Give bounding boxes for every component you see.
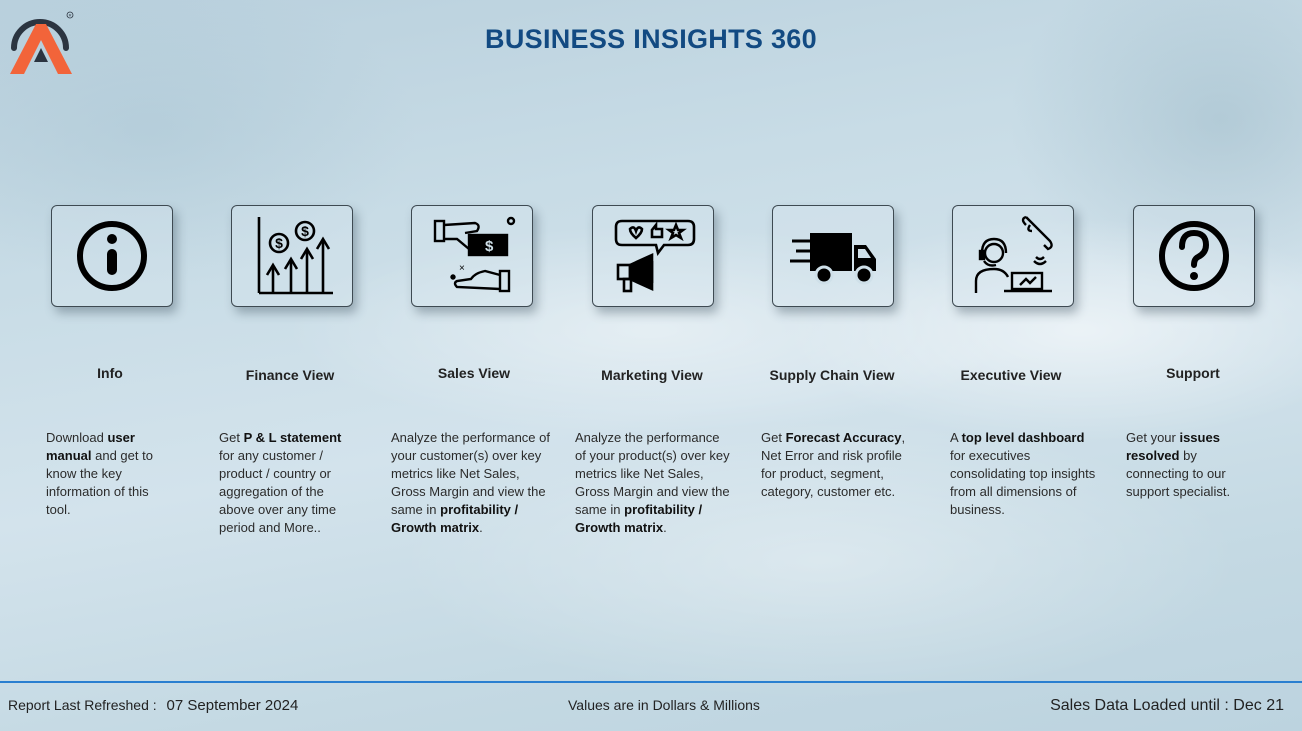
tile-label-sales-view[interactable]: Sales View: [437, 365, 511, 381]
support-tile[interactable]: [1133, 205, 1255, 307]
executive-support-icon: [974, 215, 1053, 293]
money-handover-icon: $ ×: [433, 216, 516, 293]
delivery-truck-icon: [790, 233, 876, 285]
description-text: and get to know the key information of t…: [46, 448, 153, 517]
description-text: .: [479, 520, 483, 535]
tile-label-executive-view[interactable]: Executive View: [960, 367, 1062, 383]
sales-view-tile[interactable]: $ ×: [411, 205, 533, 307]
description-text: for any customer / product / country or …: [219, 448, 337, 535]
finance-growth-icon: $ $: [257, 217, 333, 295]
supply-chain-description: Get Forecast Accuracy, Net Error and ris…: [761, 429, 911, 501]
description-text: Get: [219, 430, 244, 445]
description-text: Get: [761, 430, 786, 445]
description-emphasis: Forecast Accuracy: [785, 430, 902, 445]
finance-view-tile[interactable]: $ $: [231, 205, 353, 307]
page-title: BUSINESS INSIGHTS 360: [485, 24, 817, 54]
description-emphasis: top level dashboard: [961, 430, 1085, 445]
refreshed-date: 07 September 2024: [166, 697, 299, 714]
supply-chain-view-tile[interactable]: [772, 205, 894, 307]
info-description: Download user manual and get to know the…: [46, 429, 174, 519]
info-icon: [77, 221, 147, 291]
tile-label-support[interactable]: Support: [1166, 365, 1220, 381]
svg-text:$: $: [301, 223, 309, 239]
description-text: Download: [46, 430, 108, 445]
executive-description: A top level dashboard for executives con…: [950, 429, 1100, 519]
sales-data-loaded: Sales Data Loaded until : Dec 21: [1050, 697, 1284, 714]
refreshed-label: Report Last Refreshed :: [8, 697, 157, 713]
company-logo: R: [10, 11, 74, 74]
finance-description: Get P & L statement for any customer / p…: [219, 429, 359, 537]
description-text: Analyze the performance of your product(…: [575, 430, 730, 517]
question-icon: [1159, 221, 1229, 291]
tile-label-supply-chain-view[interactable]: Supply Chain View: [769, 367, 895, 383]
sales-description: Analyze the performance of your customer…: [391, 429, 551, 537]
description-text: .: [663, 520, 667, 535]
description-text: A: [950, 430, 962, 445]
report-refreshed: Report Last Refreshed : 07 September 202…: [8, 697, 298, 714]
marketing-description: Analyze the performance of your product(…: [575, 429, 730, 537]
marketing-view-tile[interactable]: [592, 205, 714, 307]
tile-label-marketing-view[interactable]: Marketing View: [601, 367, 703, 383]
description-emphasis: P & L statement: [243, 430, 342, 445]
svg-text:×: ×: [459, 263, 465, 274]
tile-label-finance-view[interactable]: Finance View: [245, 367, 335, 383]
description-emphasis: user manual: [46, 430, 135, 463]
description-emphasis: profitability / Growth matrix: [391, 502, 519, 535]
units-note: Values are in Dollars & Millions: [568, 697, 760, 713]
svg-text:R: R: [69, 13, 72, 18]
footer-divider: [0, 681, 1302, 683]
description-text: , Net Error and risk profile for product…: [761, 430, 906, 499]
marketing-megaphone-icon: [614, 219, 696, 293]
description-text: Get your: [1126, 430, 1180, 445]
description-text: for executives consolidating top insight…: [950, 448, 1096, 517]
description-emphasis: issues resolved: [1126, 430, 1220, 463]
svg-text:$: $: [275, 235, 283, 251]
tile-label-info[interactable]: Info: [97, 365, 123, 381]
info-tile[interactable]: [51, 205, 173, 307]
description-emphasis: profitability / Growth matrix: [575, 502, 703, 535]
description-text: by connecting to our support specialist.: [1126, 448, 1231, 499]
executive-view-tile[interactable]: [952, 205, 1074, 307]
svg-text:$: $: [485, 238, 494, 255]
description-text: Analyze the performance of your customer…: [391, 430, 550, 517]
support-description: Get your issues resolved by connecting t…: [1126, 429, 1241, 501]
